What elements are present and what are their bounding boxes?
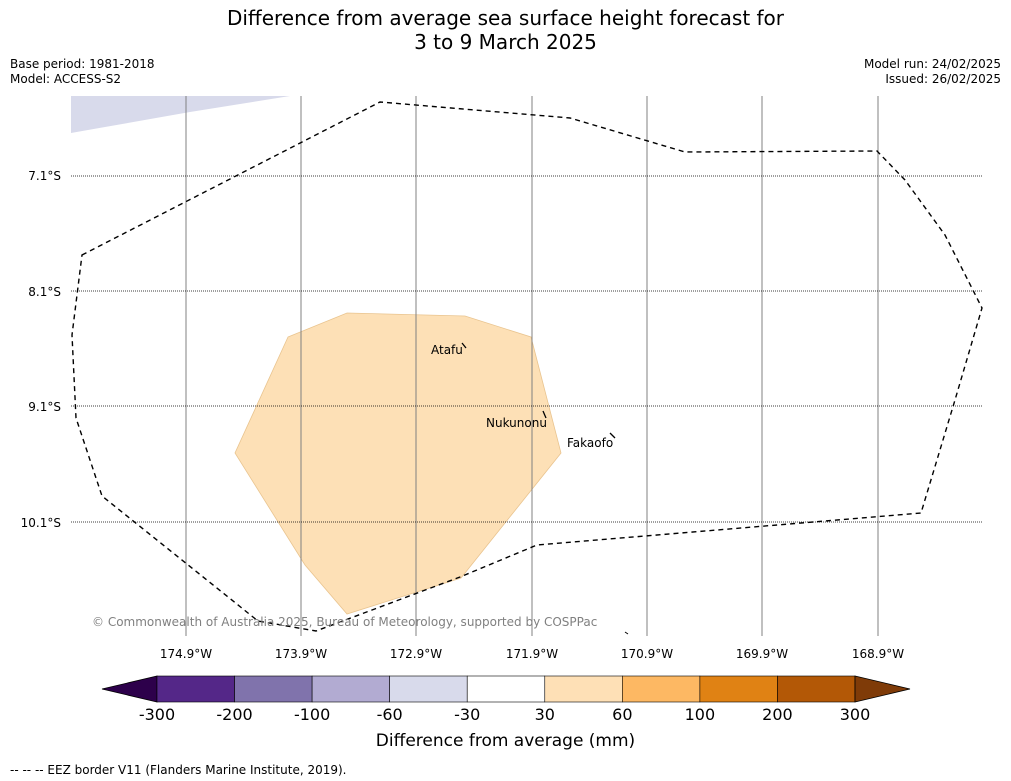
colorbar xyxy=(101,675,911,703)
colorbar-segment-4 xyxy=(466,675,546,703)
meta-left: Base period: 1981-2018 Model: ACCESS-S2 xyxy=(10,57,155,87)
lon-label-170-9: 170.9°W xyxy=(621,647,673,661)
colorbar-tick-7: 100 xyxy=(685,705,716,724)
meta-right: Model run: 24/02/2025 Issued: 26/02/2025 xyxy=(864,57,1001,87)
colorbar-tick-2: -100 xyxy=(294,705,330,724)
meridian-lines xyxy=(185,96,879,636)
lon-label-168-9: 168.9°W xyxy=(852,647,904,661)
colorbar-tick-6: 60 xyxy=(612,705,632,724)
longitude-labels: 174.9°W 173.9°W 172.9°W 171.9°W 170.9°W … xyxy=(160,647,904,661)
map-title: Difference from average sea surface heig… xyxy=(0,6,1011,54)
lon-label-169-9: 169.9°W xyxy=(736,647,788,661)
lon-label-172-9: 172.9°W xyxy=(390,647,442,661)
colorbar-segment-3 xyxy=(389,675,468,703)
nukunonu-atoll-shape xyxy=(542,410,547,419)
negative-anomaly-region xyxy=(71,96,290,133)
issued-date: Issued: 26/02/2025 xyxy=(885,72,1001,86)
lon-label-173-9: 173.9°W xyxy=(275,647,327,661)
model-run: Model run: 24/02/2025 xyxy=(863,57,1001,71)
lat-label-7-1: 7.1°S xyxy=(28,169,61,183)
latitude-labels: 7.1°S 8.1°S 9.1°S 10.1°S xyxy=(21,169,61,530)
colorbar-segment-6 xyxy=(622,675,701,703)
model-name: Model: ACCESS-S2 xyxy=(10,72,122,86)
colorbar-tick-9: 300 xyxy=(840,705,871,724)
colorbar-extend-max xyxy=(854,675,911,703)
colorbar-tick-4: -30 xyxy=(454,705,480,724)
copyright-notice: © Commonwealth of Australia 2025, Bureau… xyxy=(92,615,597,629)
colorbar-segment-5 xyxy=(544,675,623,703)
label-fakaofo: Fakaofo xyxy=(567,436,613,450)
colorbar-tick-3: -60 xyxy=(377,705,403,724)
colorbar-segment-1 xyxy=(234,675,313,703)
label-nukunonu: Nukunonu xyxy=(486,416,547,430)
colorbar-segment-0 xyxy=(156,675,235,703)
colorbar-tick-1: -200 xyxy=(216,705,252,724)
lat-label-10-1: 10.1°S xyxy=(21,516,61,530)
colorbar-tick-8: 200 xyxy=(762,705,793,724)
colorbar-segment-7 xyxy=(699,675,778,703)
eez-border xyxy=(71,101,983,632)
colorbar-tick-0: -300 xyxy=(139,705,175,724)
lon-label-174-9: 174.9°W xyxy=(160,647,212,661)
colorbar-segment-2 xyxy=(311,675,390,703)
colorbar-ticks: -300 -200 -100 -60 -30 30 60 100 200 300 xyxy=(139,705,870,724)
colorbar-tick-5: 30 xyxy=(535,705,555,724)
positive-anomaly-region xyxy=(234,312,562,615)
title-line-2: 3 to 9 March 2025 xyxy=(414,30,597,54)
label-atafu: Atafu xyxy=(431,343,463,357)
atafu-atoll-shape xyxy=(461,342,467,349)
title-line-1: Difference from average sea surface heig… xyxy=(226,6,785,30)
lat-label-8-1: 8.1°S xyxy=(28,285,61,299)
lon-label-171-9: 171.9°W xyxy=(506,647,558,661)
colorbar-segment-8 xyxy=(777,675,856,703)
colorbar-extend-min xyxy=(101,675,158,703)
eez-legend-footer: -- -- -- EEZ border V11 (Flanders Marine… xyxy=(10,763,347,777)
colorbar-label: Difference from average (mm) xyxy=(375,731,636,751)
lat-label-9-1: 9.1°S xyxy=(28,400,61,414)
coast-fragment xyxy=(624,631,629,635)
base-period: Base period: 1981-2018 xyxy=(10,57,155,71)
fakaofo-atoll-shape xyxy=(609,432,616,439)
